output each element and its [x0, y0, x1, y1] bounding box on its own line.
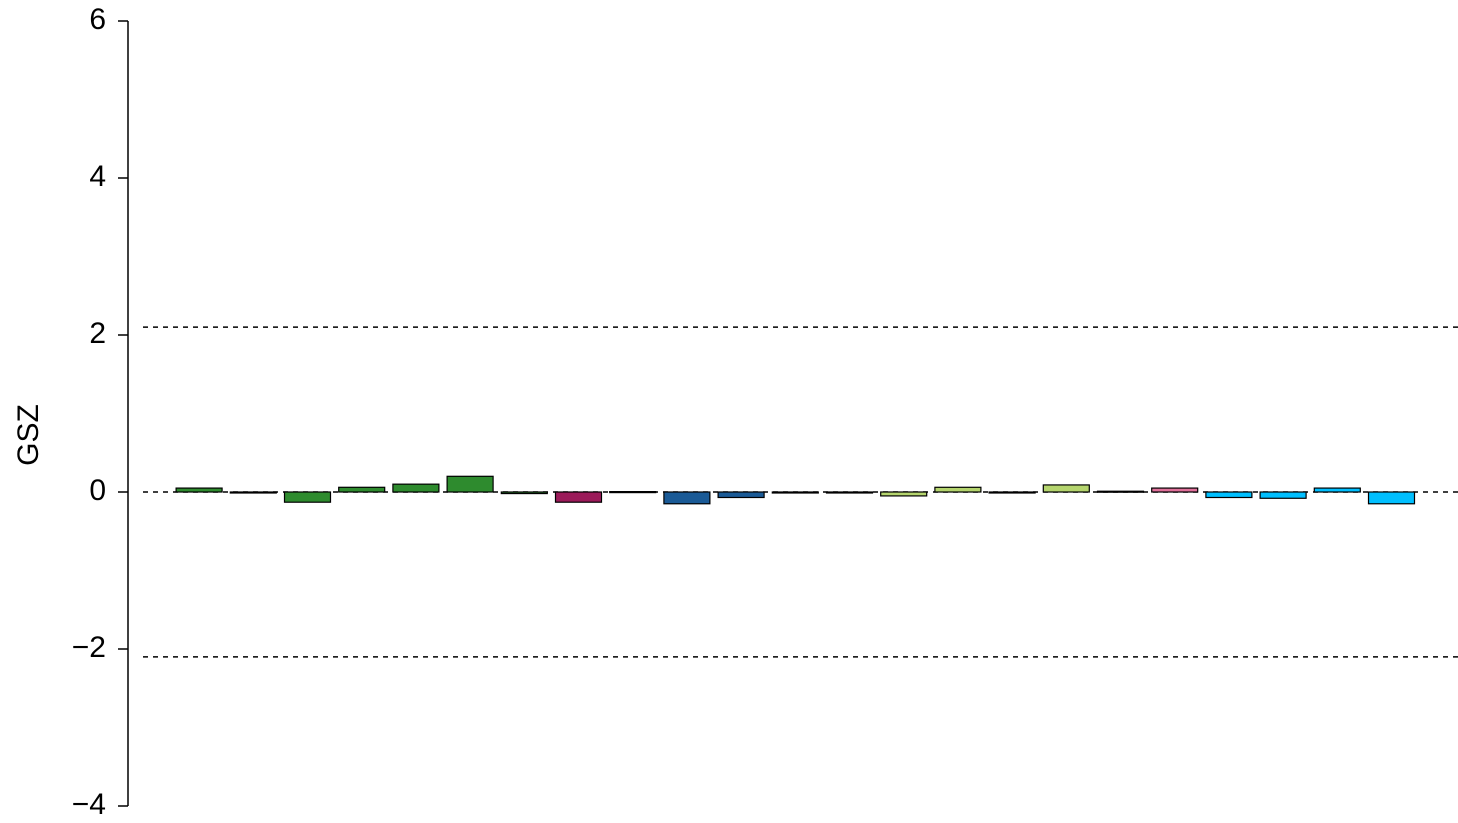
bar: [825, 491, 874, 494]
bar: [554, 491, 603, 503]
y-tick-label: −2: [72, 631, 106, 664]
bar: [1096, 490, 1145, 493]
bar: [392, 483, 440, 493]
y-tick-label: 6: [89, 3, 106, 36]
bar: [175, 487, 223, 493]
bar: [717, 491, 765, 499]
bar: [229, 491, 277, 494]
bar: [1367, 491, 1416, 505]
bar: [1259, 491, 1307, 499]
bar: [500, 491, 548, 495]
y-tick-label: −4: [72, 788, 106, 821]
bar: [771, 491, 819, 494]
y-axis-label: GSZ: [12, 404, 45, 466]
bar: [1205, 491, 1253, 499]
bar: [663, 491, 711, 505]
bar: [934, 486, 982, 493]
bar: [988, 491, 1036, 494]
bar: [880, 491, 928, 497]
bar: [1313, 487, 1361, 493]
bar: [1042, 484, 1090, 493]
bar: [609, 491, 657, 494]
bar: [283, 491, 332, 503]
y-tick-label: 4: [89, 160, 106, 193]
y-tick-label: 2: [89, 317, 106, 350]
y-tick-label: 0: [89, 474, 106, 507]
bar: [1151, 487, 1199, 493]
bar: [338, 486, 386, 493]
bar: [446, 475, 494, 493]
